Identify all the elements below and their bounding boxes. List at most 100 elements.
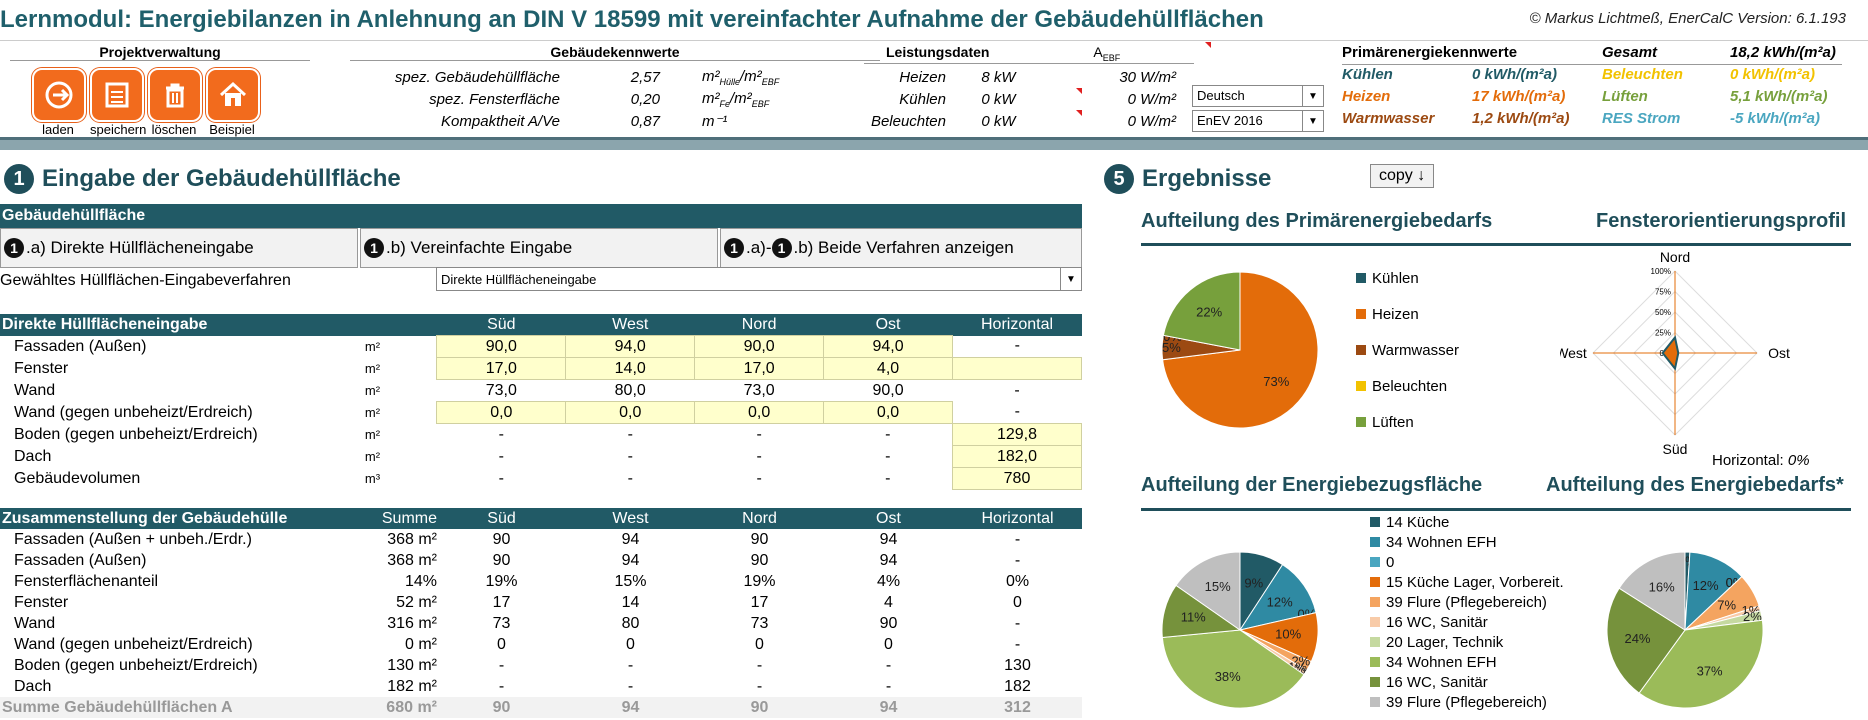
tab-beide[interactable]: 1 .a)- 1 .b) Beide Verfahren anzeigen — [720, 228, 1082, 268]
chart-title: Aufteilung des Energiebedarfs* — [1546, 474, 1844, 496]
tab-direkt[interactable]: 1 .a) Direkte Hüllflächeneingabe — [0, 228, 358, 268]
table-cell[interactable]: 0,0 — [436, 401, 567, 424]
table-cell[interactable]: 90,0 — [694, 335, 825, 358]
table-cell: - — [1014, 530, 1021, 548]
table-cell[interactable]: 14,0 — [565, 357, 696, 380]
comment-marker[interactable] — [1205, 42, 1211, 48]
radar-axis-label: Süd — [1663, 441, 1688, 457]
verfahren-select[interactable]: Direkte Hüllflächeneingabe ▼ — [436, 267, 1082, 291]
table-cell: 130 — [1004, 656, 1031, 674]
table-cell: - — [498, 677, 505, 695]
legend-item: 34 Wohnen EFH — [1370, 532, 1564, 552]
load-button[interactable]: laden — [32, 68, 86, 137]
legend-label: 39 Flure (Pflegebereich) — [1386, 693, 1547, 711]
leistung-header: Leistungsdaten AEBF — [864, 44, 1194, 64]
separator-band — [0, 137, 1868, 150]
gebaeude-label: Kompaktheit A/Ve — [441, 112, 560, 130]
row-unit: m³ — [364, 471, 381, 486]
table-cell: 0 — [626, 635, 635, 653]
table-cell[interactable]: 780 — [952, 467, 1082, 490]
pie-slice — [1238, 563, 1317, 631]
leistung-row: Beleuchten 0 kW 0 W/m² — [864, 110, 1194, 132]
table-header-cell: Nord — [695, 508, 824, 529]
table-cell[interactable]: 17,0 — [694, 357, 825, 380]
table-header-cell: Nord — [694, 314, 824, 336]
row-label: Boden (gegen unbeheizt/Erdreich) — [14, 656, 258, 674]
table-cell: - — [498, 656, 505, 674]
section1-header: 1 Eingabe der Gebäudehüllfläche — [4, 164, 401, 194]
table-cell[interactable]: 4,0 — [823, 357, 953, 380]
save-icon — [90, 68, 144, 122]
table-row: Dach m² - - - - 182,0 — [0, 445, 1082, 468]
pie-slice-label: 15% — [1205, 579, 1231, 594]
table-cell: 90 — [750, 530, 769, 548]
tab-bullet: 1 — [724, 238, 744, 258]
copy-button[interactable]: copy ↓ — [1370, 164, 1435, 188]
comment-marker[interactable] — [1076, 88, 1082, 94]
tab-bullet: 1 — [4, 238, 24, 258]
table-cell[interactable]: 0,0 — [694, 401, 825, 424]
language-select[interactable]: Deutsch ▼ — [1192, 85, 1324, 107]
legend-label: Kühlen — [1372, 269, 1419, 287]
section-title: Ergebnisse — [1142, 165, 1272, 192]
table-cell: 90 — [437, 697, 566, 718]
row-label: Wand (gegen unbeheizt/Erdreich) — [14, 635, 253, 653]
legend-label: 15 Küche Lager, Vorbereit. — [1386, 573, 1564, 591]
table-cell[interactable]: 90,0 — [436, 335, 567, 358]
pie-slice-label: 10% — [1275, 627, 1301, 642]
comment-marker[interactable] — [1076, 110, 1082, 116]
chevron-down-icon[interactable]: ▼ — [1302, 86, 1323, 106]
gebaeude-label: spez. Gebäudehüllfläche — [394, 68, 560, 86]
table-header: Zusammenstellung der Gebäudehülle Summe … — [0, 508, 1082, 529]
legend-item: 39 Flure (Pflegebereich) — [1370, 692, 1564, 712]
standard-select[interactable]: EnEV 2016 ▼ — [1192, 110, 1324, 132]
chevron-down-icon[interactable]: ▼ — [1302, 111, 1323, 131]
pie-slice-label: 9% — [1244, 576, 1263, 591]
table-cell[interactable]: 17,0 — [436, 357, 567, 380]
legend-label: 16 WC, Sanitär — [1386, 613, 1488, 631]
table-header-cell: West — [565, 314, 695, 336]
table-cell: - — [627, 469, 633, 487]
table-cell: - — [627, 447, 633, 465]
pie-slice-label: 37% — [1697, 664, 1723, 679]
table-cell: 90 — [695, 697, 824, 718]
table-row: Fassaden (Außen + unbeh./Erdr.) 368 m² 90 9… — [0, 529, 1082, 550]
table-row: Wand (gegen unbeheizt/Erdreich) 0 m² 0 0 0 0 - — [0, 634, 1082, 655]
legend-label: 14 Küche — [1386, 513, 1450, 531]
legend-item: 20 Lager, Technik — [1370, 632, 1564, 652]
legend-item: Kühlen — [1356, 260, 1459, 296]
example-button[interactable]: Beispiel — [206, 68, 260, 137]
row-label: Boden (gegen unbeheizt/Erdreich) — [14, 425, 258, 443]
gebaeude-value: 0,87 — [630, 112, 660, 130]
table-cell[interactable]: 94,0 — [823, 335, 953, 358]
projekt-title: Projektverwaltung — [10, 44, 310, 61]
table-cell[interactable]: 94,0 — [565, 335, 696, 358]
table-cell[interactable] — [952, 357, 1082, 380]
language-value: Deutsch — [1197, 88, 1245, 103]
legend-label: Beleuchten — [1372, 377, 1448, 395]
table-cell[interactable]: 182,0 — [952, 445, 1082, 468]
row-label: Fassaden (Außen) — [14, 337, 147, 355]
table-cell[interactable]: 0,0 — [823, 401, 953, 424]
primaer-label: Warmwasser — [1342, 110, 1435, 127]
delete-button[interactable]: löschen — [148, 68, 202, 137]
legend-label: 20 Lager, Technik — [1386, 633, 1504, 651]
table-cell: - — [627, 677, 634, 695]
radar-axis-label: Nord — [1660, 249, 1690, 265]
pie-slice — [1162, 271, 1241, 351]
table-cell: 90 — [492, 530, 511, 548]
table-cell[interactable]: 129,8 — [952, 423, 1082, 446]
save-button[interactable]: speichern — [90, 68, 146, 137]
chevron-down-icon[interactable]: ▼ — [1060, 268, 1081, 290]
legend-swatch — [1370, 697, 1380, 707]
primaer-label: Lüften — [1602, 88, 1648, 105]
legend-swatch — [1356, 381, 1366, 391]
table-cell: - — [498, 447, 504, 465]
tab-vereinfacht[interactable]: 1 .b) Vereinfachte Eingabe — [360, 228, 718, 268]
table-row: Fassaden (Außen) m² 90,0 94,0 90,0 94,0- — [0, 335, 1082, 358]
table-row: Fassaden (Außen) 368 m² 90 94 90 94 - — [0, 550, 1082, 571]
table-cell[interactable]: 0,0 — [565, 401, 696, 424]
legend-swatch — [1370, 577, 1380, 587]
table-cell: 94 — [879, 530, 898, 548]
table-cell: - — [1014, 403, 1020, 421]
